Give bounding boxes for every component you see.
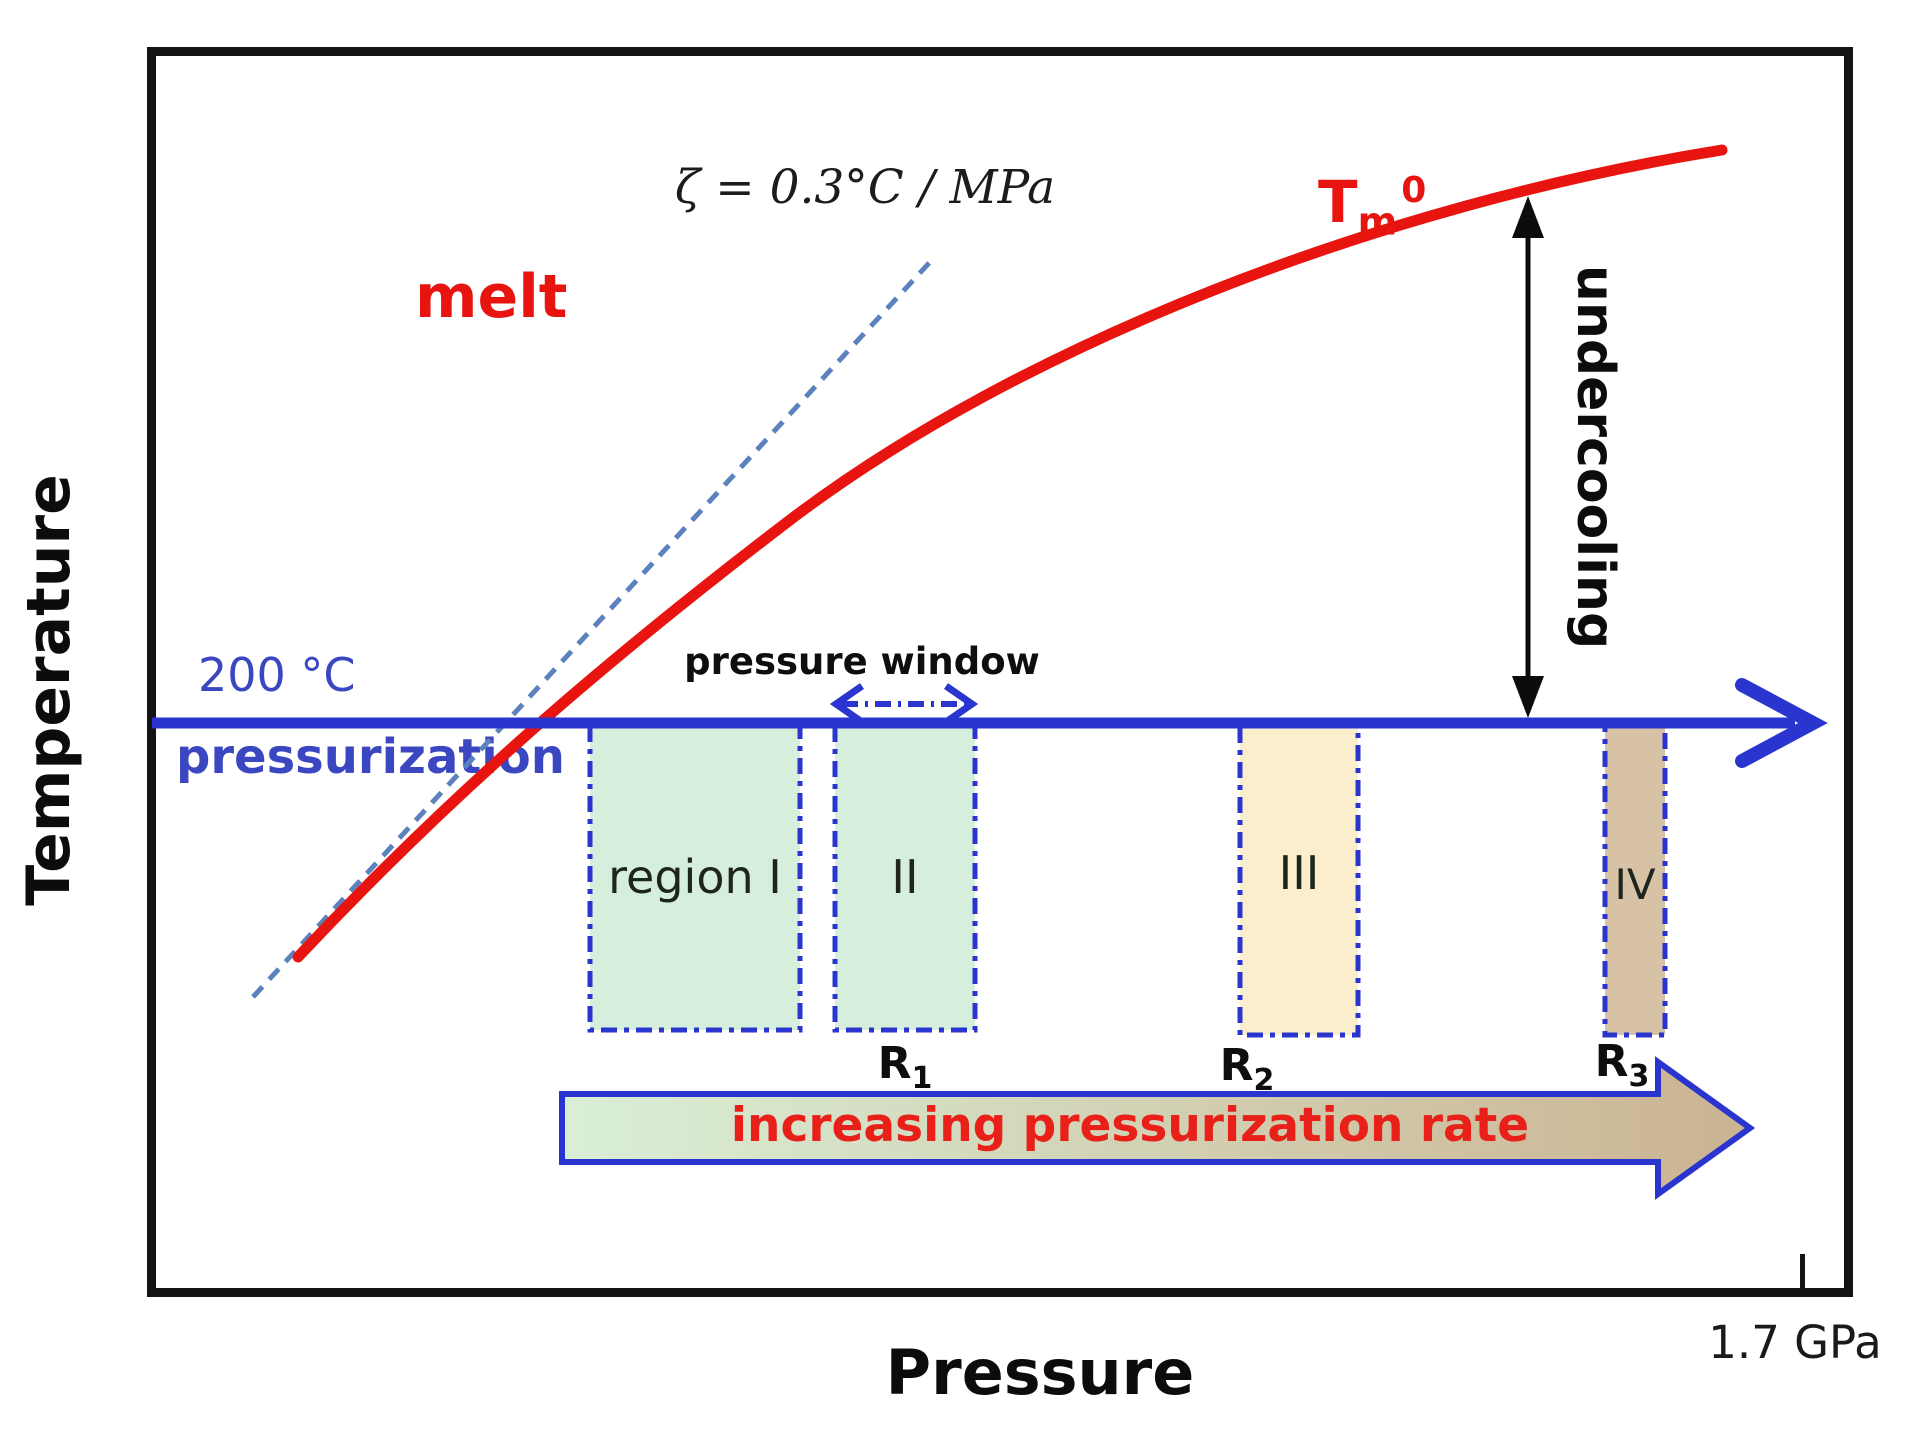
x-max-value-label: 1.7 GPa bbox=[1708, 1316, 1882, 1369]
region-1-label: region I bbox=[608, 850, 782, 904]
region-2-box bbox=[832, 720, 978, 1033]
pressure-window-label: pressure window bbox=[684, 640, 1040, 683]
rate-arrow bbox=[559, 1056, 1756, 1200]
r2-base: R bbox=[1219, 1040, 1254, 1091]
rate-marker-r3: R3 bbox=[1562, 1036, 1682, 1094]
pressurization-arrowhead bbox=[1735, 678, 1828, 768]
region-3-label: III bbox=[1278, 846, 1320, 900]
region-2-label: II bbox=[891, 850, 919, 904]
y-axis-label: Temperature bbox=[14, 474, 84, 906]
rate-arrow-label: increasing pressurization rate bbox=[730, 1098, 1530, 1153]
melt-phase-label: melt bbox=[415, 262, 568, 332]
zeta-slope-equation: ζ = 0.3°C / MPa bbox=[674, 160, 1056, 215]
x-axis-label: Pressure bbox=[885, 1336, 1195, 1409]
r3-subscript: 3 bbox=[1628, 1058, 1650, 1094]
x-axis-tick bbox=[1800, 1254, 1805, 1294]
pressure-window-left-arrowhead bbox=[829, 683, 864, 725]
undercooling-arrowhead-bottom bbox=[1512, 676, 1544, 718]
undercooling-label: undercooling bbox=[1565, 264, 1625, 650]
melting-curve bbox=[292, 144, 1728, 963]
r1-base: R bbox=[877, 1038, 912, 1089]
r1-subscript: 1 bbox=[911, 1060, 933, 1096]
isotherm-200c-label: 200 °C bbox=[198, 648, 356, 702]
region-1-box bbox=[587, 720, 803, 1033]
r2-subscript: 2 bbox=[1253, 1062, 1275, 1098]
region-4-box bbox=[1602, 720, 1668, 1038]
tm-base: T bbox=[1318, 168, 1358, 236]
tm-superscript: 0 bbox=[1401, 169, 1427, 211]
plot-area bbox=[147, 47, 1853, 1297]
undercooling-arrowhead-top bbox=[1512, 196, 1544, 238]
pressure-window-right-arrowhead bbox=[944, 683, 979, 725]
rate-marker-r1: R1 bbox=[845, 1038, 965, 1096]
r3-base: R bbox=[1594, 1036, 1629, 1087]
region-4-label: IV bbox=[1614, 860, 1656, 909]
rate-marker-r2: R2 bbox=[1187, 1040, 1307, 1098]
